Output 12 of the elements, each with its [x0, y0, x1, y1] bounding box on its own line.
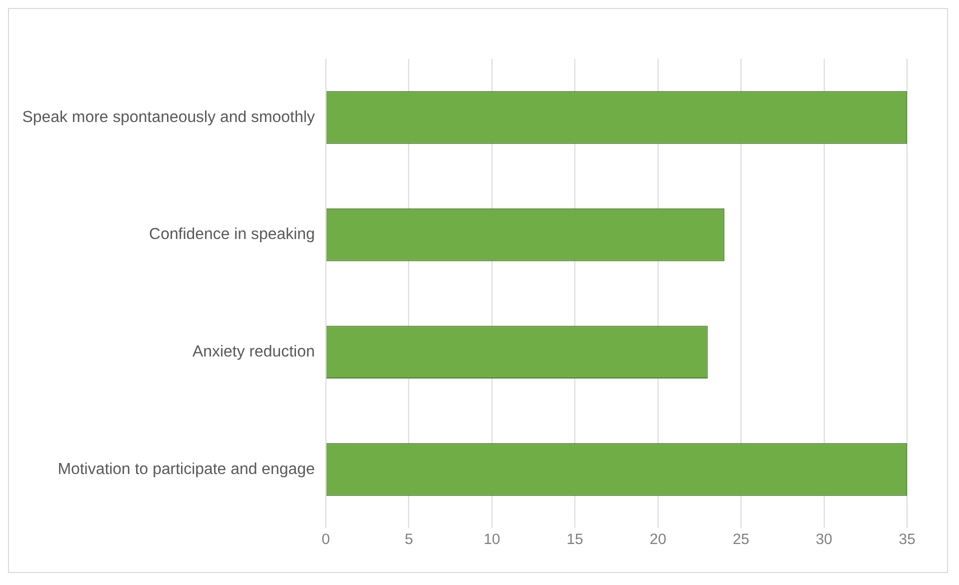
x-tick-label: 25 [732, 531, 750, 548]
x-tick-label: 0 [322, 531, 330, 548]
y-tick-label: Speak more spontaneously and smoothly [22, 108, 315, 126]
x-tick-label: 35 [898, 531, 916, 548]
y-tick-label: Motivation to participate and engage [58, 460, 315, 478]
x-tick-label: 10 [484, 531, 500, 548]
x-tick-label: 15 [566, 531, 584, 548]
x-tick-label: 20 [650, 531, 666, 548]
x-tick-label: 30 [816, 531, 832, 548]
y-tick-label: Confidence in speaking [149, 226, 315, 244]
x-tick-label: 5 [404, 531, 414, 548]
y-tick-label: Anxiety reduction [192, 344, 315, 361]
